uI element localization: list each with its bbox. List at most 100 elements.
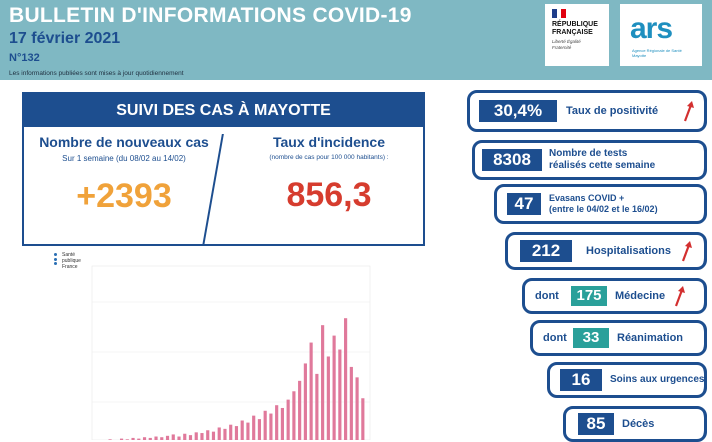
- chart-bar: [206, 430, 210, 440]
- urgences-value: 16: [560, 369, 602, 391]
- tests-label-line1: Nombre de tests: [549, 148, 628, 159]
- new-cases-label: Nombre de nouveaux cas: [39, 134, 209, 150]
- chart-bar: [361, 398, 365, 440]
- urgences-label: Soins aux urgences: [610, 374, 705, 385]
- chart-bar: [326, 356, 330, 440]
- chart-bar: [137, 438, 141, 440]
- chart-bar: [194, 432, 198, 440]
- ars-text: ars: [630, 12, 673, 45]
- reanimation-label: Réanimation: [617, 332, 684, 344]
- ars-subtitle: Agence Régionale de Santé Mayotte: [632, 48, 682, 58]
- chart-bar: [119, 438, 124, 440]
- chart-bar: [275, 405, 279, 440]
- chart-bar: [263, 410, 267, 440]
- chart-bar: [298, 380, 302, 440]
- hospitalisations-value: 212: [520, 240, 572, 262]
- rf-title: RÉPUBLIQUE FRANÇAISE: [552, 21, 598, 36]
- rf-motto: Liberté Égalité Fraternité: [552, 39, 581, 50]
- hospitalisations-card: 212 Hospitalisations: [505, 232, 707, 270]
- positivite-label: Taux de positivité: [566, 105, 659, 117]
- chart-bar: [240, 420, 244, 440]
- chart-bar: [229, 424, 233, 440]
- tests-value: 8308: [482, 149, 542, 171]
- deces-value: 85: [578, 413, 614, 435]
- chart-bar: [142, 437, 147, 440]
- chart-bar: [148, 437, 152, 440]
- chart-bar: [171, 434, 175, 440]
- new-cases-value: +2393: [76, 177, 172, 215]
- sante-publique-icon: [54, 253, 60, 267]
- reanimation-prefix: dont: [543, 332, 567, 344]
- chart-bar: [252, 415, 256, 440]
- incidence-value: 856,3: [286, 176, 372, 214]
- urgences-card: 16 Soins aux urgences: [547, 362, 707, 398]
- medecine-value: 175: [571, 286, 607, 306]
- bulletin-date: 17 février 2021: [9, 30, 121, 47]
- republique-francaise-logo: RÉPUBLIQUE FRANÇAISE Liberté Égalité Fra…: [545, 4, 609, 66]
- reanimation-value: 33: [573, 328, 609, 348]
- chart-bar: [321, 325, 325, 440]
- update-note: Les informations publiées sont mises à j…: [9, 70, 184, 77]
- tests-label: Nombre de tests réalisés cette semaine: [549, 148, 655, 172]
- reanimation-card: dont 33 Réanimation: [530, 320, 707, 356]
- tests-label-line2: réalisés cette semaine: [549, 160, 656, 171]
- chart-bar: [177, 436, 181, 440]
- sante-publique-logo: Santé publique France: [62, 252, 81, 270]
- suivi-cas-panel: SUIVI DES CAS À MAYOTTE Nombre de nouvea…: [22, 92, 425, 246]
- chart-bar: [246, 422, 250, 440]
- ars-logo: ars Agence Régionale de Santé Mayotte: [620, 4, 702, 66]
- chart-bar: [154, 436, 158, 440]
- chart-bar: [286, 399, 290, 440]
- evasans-label-line1: Evasans COVID +: [549, 193, 625, 203]
- flag-icon: [552, 9, 567, 18]
- chart-bar: [280, 407, 284, 440]
- chart-bar: [160, 437, 164, 440]
- deces-card: 85 Décès: [563, 406, 707, 442]
- medecine-card: dont 175 Médecine: [522, 278, 707, 314]
- trend-up-arrow-icon: [674, 286, 685, 307]
- ars-wordmark: ars: [630, 12, 673, 46]
- deces-label: Décès: [622, 418, 655, 430]
- new-cases-block: Nombre de nouveaux cas Sur 1 semaine (du…: [24, 134, 224, 216]
- trend-up-arrow-icon: [681, 241, 692, 262]
- chart-bar: [165, 435, 170, 440]
- chart-bar: [131, 437, 135, 440]
- chart-bar: [309, 342, 313, 440]
- hospitalisations-label: Hospitalisations: [586, 245, 671, 257]
- chart-svg: [91, 265, 371, 440]
- bulletin-title: BULLETIN D'INFORMATIONS COVID-19: [9, 4, 412, 27]
- positivite-value: 30,4%: [479, 100, 557, 122]
- incidence-block: Taux d'incidence (nombre de cas pour 100…: [234, 134, 423, 215]
- chart-bar: [303, 363, 307, 440]
- chart-bar: [349, 366, 353, 440]
- incidence-sub: (nombre de cas pour 100 000 habitants) :: [269, 154, 389, 161]
- chart-bar: [315, 373, 319, 440]
- positivite-card: 30,4% Taux de positivité: [467, 90, 707, 132]
- trend-up-arrow-icon: [683, 101, 694, 122]
- suivi-title: SUIVI DES CAS À MAYOTTE: [24, 94, 423, 127]
- evasans-label: Evasans COVID + (entre le 04/02 et le 16…: [549, 193, 658, 215]
- bulletin-number: N°132: [9, 52, 40, 64]
- chart-bar: [188, 435, 193, 440]
- chart-bar: [292, 391, 296, 440]
- new-cases-period: Sur 1 semaine (du 08/02 au 14/02): [62, 154, 186, 163]
- evasans-label-line2: (entre le 04/02 et le 16/02): [549, 204, 658, 214]
- chart-bar: [344, 318, 348, 440]
- evasans-card: 47 Evasans COVID + (entre le 04/02 et le…: [494, 184, 707, 224]
- cases-chart: Santé publique France: [22, 252, 425, 440]
- chart-bar: [223, 428, 227, 440]
- chart-bar: [269, 413, 273, 440]
- chart-bar: [234, 426, 239, 440]
- chart-bar: [211, 431, 216, 440]
- chart-bar: [332, 335, 336, 440]
- medecine-label: Médecine: [615, 290, 666, 302]
- evasans-value: 47: [507, 193, 541, 215]
- medecine-prefix: dont: [535, 290, 559, 302]
- chart-bar: [355, 377, 359, 440]
- header-banner: BULLETIN D'INFORMATIONS COVID-19 17 févr…: [0, 0, 712, 80]
- chart-bar: [338, 349, 342, 440]
- chart-bar: [183, 433, 187, 440]
- chart-bar: [257, 419, 262, 440]
- chart-bar: [200, 433, 204, 440]
- tests-card: 8308 Nombre de tests réalisés cette sema…: [472, 140, 707, 180]
